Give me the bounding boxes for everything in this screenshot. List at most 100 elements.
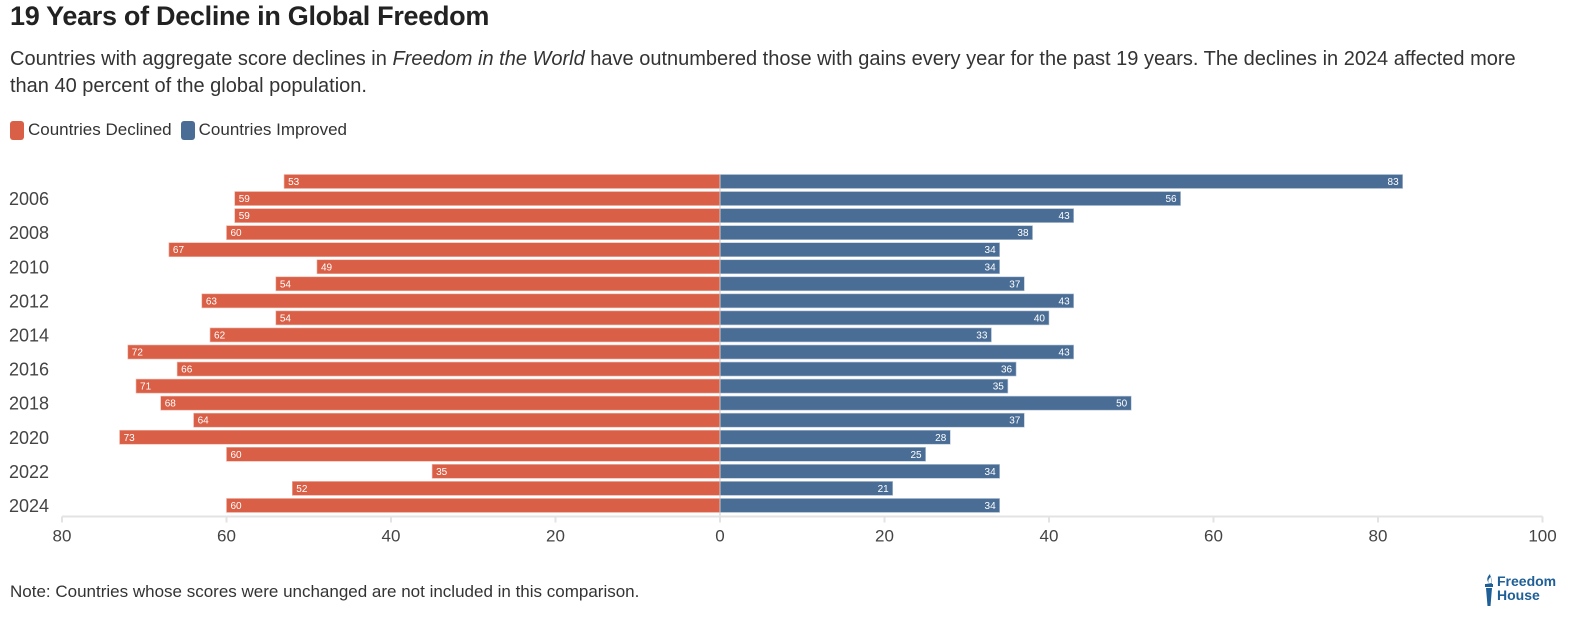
legend-label-improved: Countries Improved (198, 120, 347, 139)
data-label-declined-2020: 73 (124, 433, 136, 444)
bar-improved-2022 (719, 464, 1000, 479)
bar-improved-2008 (719, 225, 1033, 240)
data-label-improved-2005: 83 (1388, 177, 1400, 188)
bar-improved-2020 (719, 429, 951, 445)
x-tick-label: 20 (875, 527, 894, 546)
data-label-declined-2024: 60 (231, 501, 243, 512)
bar-declined-2007 (234, 208, 721, 223)
bar-improved-2005 (719, 174, 1403, 189)
data-label-improved-2014: 33 (976, 330, 988, 341)
y-tick-label-2010: 2010 (9, 257, 49, 277)
data-label-improved-2008: 38 (1017, 228, 1029, 239)
subtitle-text-2: have outnumbered those with gains every … (10, 48, 1516, 97)
logo-text: Freedom House (1497, 574, 1556, 602)
subtitle-text-1: Countries with aggregate score declines … (10, 48, 393, 70)
bar-improved-2016 (719, 361, 1017, 377)
bar-declined-2010 (316, 259, 721, 275)
x-tick-label: 40 (1040, 527, 1059, 546)
data-label-improved-2010: 34 (985, 262, 997, 273)
y-tick-label-2018: 2018 (9, 394, 49, 414)
data-label-declined-2023: 52 (296, 484, 308, 495)
data-label-declined-2013: 54 (280, 313, 292, 324)
data-label-declined-2021: 60 (231, 450, 243, 461)
data-label-improved-2007: 43 (1059, 211, 1071, 222)
bar-improved-2015 (719, 344, 1074, 360)
torch-icon (1485, 574, 1493, 606)
bar-declined-2022 (431, 464, 721, 479)
bar-declined-2013 (275, 310, 721, 326)
data-label-declined-2022: 35 (436, 467, 448, 478)
diverging-bar-chart: 80 60 40 20 0 20 40 60 80 100 53 83 59 56 2006 59 43 60 38… (9, 174, 1557, 546)
bar-declined-2009 (168, 242, 721, 257)
data-label-declined-2015: 72 (132, 348, 144, 359)
bar-declined-2016 (176, 361, 721, 377)
data-label-improved-2017: 35 (993, 382, 1005, 393)
data-label-improved-2015: 43 (1059, 348, 1071, 359)
data-label-improved-2016: 36 (1001, 365, 1013, 376)
data-label-declined-2005: 53 (288, 177, 300, 188)
bar-declined-2011 (275, 276, 721, 292)
x-tick-label: 80 (53, 527, 72, 546)
bar-improved-2007 (719, 208, 1074, 223)
x-tick-label: 100 (1528, 527, 1556, 546)
data-label-improved-2011: 37 (1009, 279, 1021, 290)
x-tick-label: 80 (1369, 527, 1388, 546)
y-tick-label-2016: 2016 (9, 360, 49, 380)
bar-improved-2014 (719, 327, 992, 343)
bar-improved-2019 (719, 412, 1025, 428)
bar-declined-2012 (201, 293, 721, 309)
legend-item-improved[interactable]: Countries Improved (180, 120, 347, 140)
chart-title: 19 Years of Decline in Global Freedom (10, 1, 490, 31)
subtitle-publication-name: Freedom in the World (392, 48, 585, 70)
y-tick-label-2014: 2014 (9, 325, 49, 345)
data-label-improved-2021: 25 (911, 450, 923, 461)
footnote: Note: Countries whose scores were unchan… (10, 582, 640, 601)
logo-text-line2: House (1497, 587, 1540, 603)
bar-declined-2014 (209, 327, 721, 343)
bar-improved-2021 (719, 446, 926, 462)
data-label-declined-2018: 68 (165, 399, 177, 410)
data-label-improved-2013: 40 (1034, 313, 1046, 324)
bar-declined-2006 (234, 191, 721, 206)
data-label-improved-2006: 56 (1165, 194, 1177, 205)
legend: Countries Declined Countries Improved (10, 120, 356, 140)
legend-item-declined[interactable]: Countries Declined (10, 120, 172, 140)
x-tick-label: 20 (546, 527, 565, 546)
y-tick-label-2008: 2008 (9, 223, 49, 243)
x-tick-label: 60 (1204, 527, 1223, 546)
data-label-improved-2024: 34 (985, 501, 997, 512)
legend-label-declined: Countries Declined (28, 120, 172, 139)
bar-improved-2012 (719, 293, 1074, 309)
data-label-declined-2016: 66 (181, 365, 193, 376)
data-label-improved-2012: 43 (1059, 296, 1071, 307)
bar-improved-2010 (719, 259, 1000, 275)
x-tick-label: 60 (217, 527, 236, 546)
data-label-improved-2023: 21 (878, 484, 890, 495)
bar-declined-2020 (119, 429, 721, 445)
legend-swatch-improved (180, 120, 195, 140)
data-label-declined-2008: 60 (231, 228, 243, 239)
y-tick-label-2022: 2022 (9, 462, 49, 482)
bar-improved-2018 (719, 395, 1132, 411)
freedom-house-logo: Freedom House (1484, 574, 1556, 606)
data-label-improved-2019: 37 (1009, 416, 1021, 427)
bar-improved-2011 (719, 276, 1025, 292)
logo-text-line1: Freedom (1497, 573, 1557, 589)
bar-improved-2006 (719, 191, 1181, 206)
data-label-improved-2020: 28 (935, 433, 947, 444)
y-tick-label-2012: 2012 (9, 291, 49, 311)
bar-declined-2019 (193, 412, 721, 428)
bar-declined-2008 (226, 225, 721, 240)
data-label-improved-2018: 50 (1116, 399, 1128, 410)
bar-declined-2021 (226, 446, 721, 462)
bar-improved-2024 (719, 498, 1000, 513)
bar-declined-2015 (127, 344, 721, 360)
y-tick-label-2020: 2020 (9, 428, 49, 448)
data-label-declined-2009: 67 (173, 245, 185, 256)
bar-improved-2013 (719, 310, 1050, 326)
data-label-declined-2007: 59 (239, 211, 251, 222)
bar-declined-2005 (283, 174, 721, 189)
bar-improved-2009 (719, 242, 1000, 257)
chart-subtitle: Countries with aggregate score declines … (10, 46, 1550, 100)
bar-improved-2017 (719, 378, 1009, 394)
